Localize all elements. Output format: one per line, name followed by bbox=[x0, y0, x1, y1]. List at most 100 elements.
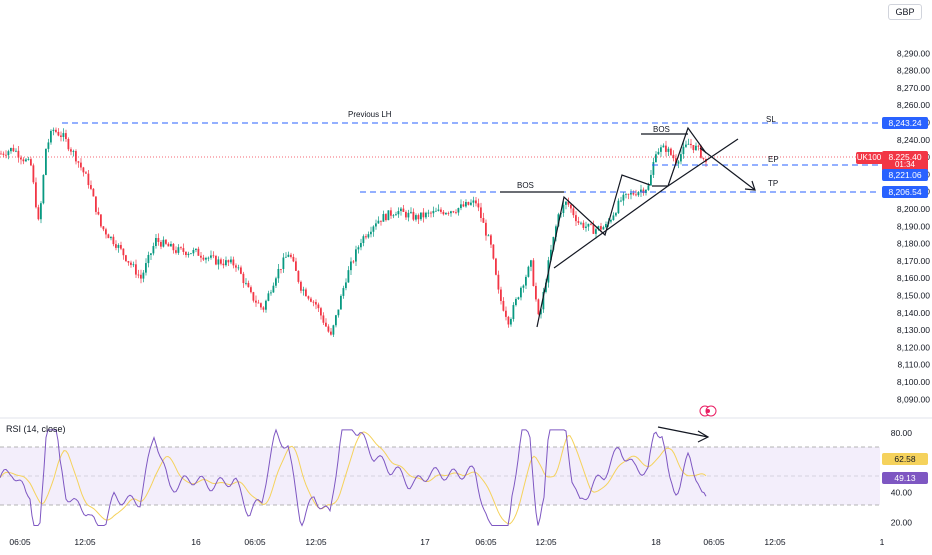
candle-body bbox=[207, 257, 210, 259]
candle-body bbox=[170, 243, 172, 247]
symbol-tag: UK100 bbox=[856, 152, 882, 164]
time-axis[interactable]: 06:05 12:05 16 06:05 12:05 17 06:05 12:05 18 06:0… bbox=[9, 537, 884, 547]
candle-body bbox=[72, 151, 75, 152]
candles bbox=[0, 127, 707, 337]
candle-body bbox=[592, 224, 595, 234]
candle-body bbox=[545, 282, 547, 292]
candle-body bbox=[360, 243, 362, 248]
price-axis-tick: 8,150.00 bbox=[897, 291, 930, 301]
drawings[interactable] bbox=[500, 126, 756, 443]
candle-body bbox=[225, 260, 227, 266]
candle-body bbox=[175, 250, 177, 253]
wedge-upper-line[interactable] bbox=[667, 138, 739, 187]
candle-body bbox=[0, 153, 2, 155]
candle-body bbox=[632, 193, 635, 195]
rsi-divergence-line[interactable] bbox=[657, 426, 709, 438]
time-axis-tick: 17 bbox=[420, 537, 430, 547]
candle-body bbox=[112, 236, 115, 245]
rsi-legend[interactable]: RSI (14, close) bbox=[6, 424, 66, 434]
rsi-lines bbox=[0, 428, 707, 527]
candle-body bbox=[195, 248, 197, 250]
candle-body bbox=[150, 253, 152, 255]
candle-body bbox=[325, 322, 327, 327]
candle-body bbox=[210, 255, 212, 258]
candle-body bbox=[237, 267, 240, 269]
candle-body bbox=[160, 241, 162, 247]
sl-label: SL bbox=[766, 115, 776, 124]
candle-body bbox=[392, 215, 395, 217]
rsi-divergence-arrowhead[interactable] bbox=[697, 430, 710, 443]
time-axis-tick: 06:05 bbox=[475, 537, 497, 547]
candle-body bbox=[267, 293, 270, 301]
currency-button[interactable]: GBP bbox=[888, 4, 922, 20]
pattern-drawing[interactable] bbox=[652, 126, 707, 187]
candle-body bbox=[357, 247, 360, 250]
candle-body bbox=[447, 212, 450, 214]
candle-body bbox=[642, 189, 645, 193]
candle-body bbox=[702, 157, 705, 159]
candle-body bbox=[645, 189, 647, 193]
rsi-axis-tick: 40.00 bbox=[891, 488, 913, 498]
candle-body bbox=[247, 282, 250, 288]
candle-body bbox=[362, 236, 365, 244]
candle-body bbox=[130, 262, 132, 265]
candle-body bbox=[227, 260, 230, 263]
candle-body bbox=[25, 159, 27, 162]
rsi-ma-line bbox=[0, 431, 707, 525]
candle-body bbox=[465, 202, 467, 207]
candle-body bbox=[240, 267, 242, 274]
candle-body bbox=[417, 215, 420, 220]
candle-body bbox=[667, 148, 670, 152]
ep-price-tag: 8,221.06 bbox=[882, 169, 928, 181]
candle-body bbox=[407, 212, 410, 218]
candle-body bbox=[622, 194, 625, 201]
candle-body bbox=[67, 139, 70, 150]
candle-body bbox=[80, 162, 82, 168]
candle-body bbox=[467, 202, 470, 205]
candle-body bbox=[352, 261, 355, 263]
candle-body bbox=[587, 223, 590, 227]
candle-body bbox=[612, 215, 615, 220]
candle-body bbox=[687, 143, 690, 145]
price-axis-tick: 8,200.00 bbox=[897, 204, 930, 214]
events-icon[interactable] bbox=[699, 405, 717, 417]
candle-body bbox=[517, 297, 520, 300]
candle-body bbox=[110, 236, 112, 239]
candle-body bbox=[635, 194, 637, 196]
candle-body bbox=[322, 315, 325, 323]
candle-body bbox=[647, 185, 650, 190]
projection-arrow-line[interactable] bbox=[699, 147, 756, 191]
candle-body bbox=[670, 148, 672, 155]
candle-body bbox=[627, 193, 630, 195]
candle-body bbox=[320, 308, 322, 316]
candle-body bbox=[205, 257, 207, 260]
zigzag-drawing[interactable] bbox=[536, 174, 651, 328]
candle-body bbox=[252, 292, 255, 301]
candle-body bbox=[430, 212, 432, 214]
candle-body bbox=[312, 301, 315, 303]
candle-body bbox=[120, 245, 122, 249]
candle-body bbox=[220, 259, 222, 264]
candle-body bbox=[307, 296, 310, 299]
rsi-axis[interactable]: 80.00 40.00 20.00 bbox=[891, 428, 913, 528]
price-axis[interactable]: 8,290.008,280.008,270.008,260.008,250.00… bbox=[897, 48, 930, 404]
candle-body bbox=[310, 298, 312, 302]
candle-body bbox=[145, 263, 147, 273]
candle-body bbox=[442, 211, 445, 215]
candle-body bbox=[197, 248, 200, 256]
candle-body bbox=[50, 130, 52, 143]
projection-arrowhead[interactable] bbox=[744, 180, 756, 191]
candle-body bbox=[7, 151, 10, 156]
candle-body bbox=[662, 145, 665, 148]
candle-body bbox=[425, 212, 427, 218]
candle-body bbox=[345, 282, 347, 289]
candle-body bbox=[37, 207, 40, 220]
candle-body bbox=[435, 210, 437, 212]
candle-body bbox=[367, 234, 370, 238]
candle-body bbox=[45, 148, 47, 175]
trendline-support[interactable] bbox=[553, 185, 669, 269]
candle-body bbox=[437, 209, 440, 211]
candle-body bbox=[200, 255, 202, 258]
